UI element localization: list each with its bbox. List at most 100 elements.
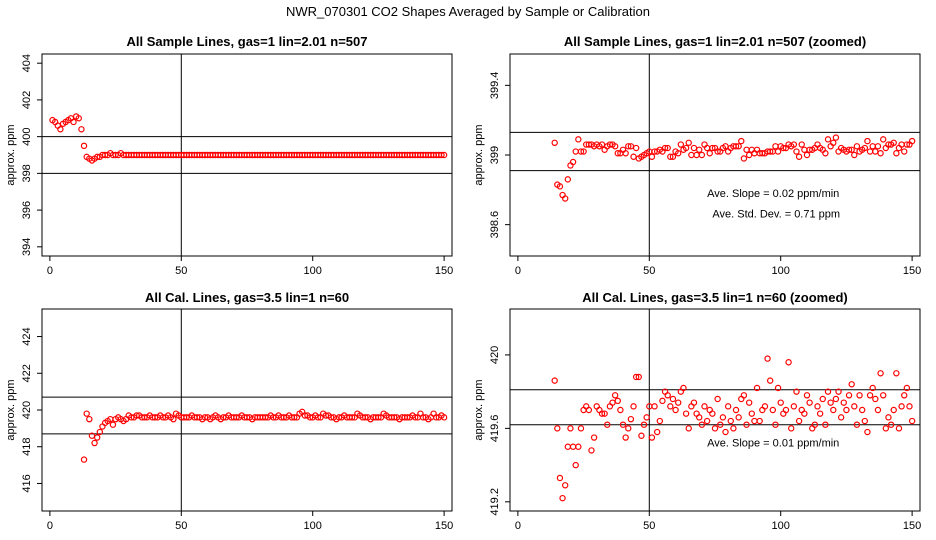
panel-title: All Sample Lines, gas=1 lin=2.01 n=507: [127, 34, 368, 49]
data-point: [201, 414, 209, 421]
data-point: [243, 414, 251, 421]
data-point: [882, 425, 890, 432]
data-point: [822, 150, 829, 157]
data-point: [80, 456, 88, 463]
data-point: [727, 417, 734, 425]
data-point: [880, 136, 887, 143]
data-point: [598, 410, 606, 417]
data-point: [795, 153, 803, 160]
data-point: [70, 118, 77, 126]
data-point: [877, 150, 884, 157]
data-point: [638, 432, 645, 439]
data-point: [827, 399, 834, 406]
data-point: [669, 395, 677, 403]
data-point: [656, 417, 664, 425]
data-point: [798, 141, 805, 148]
data-point: [756, 417, 763, 425]
y-axis-label: approx. ppm: [473, 379, 485, 440]
data-point: [853, 421, 861, 428]
data-point: [622, 150, 629, 157]
data-point: [635, 373, 642, 381]
y-axis-label: approx. ppm: [5, 379, 17, 440]
data-point: [128, 414, 135, 421]
stat-annotation: Ave. Slope = 0.01 ppm/min: [707, 438, 839, 450]
data-point: [890, 406, 897, 414]
data-point: [690, 144, 698, 152]
y-tick-label: 419.2: [489, 488, 501, 516]
x-tick-label: 0: [47, 265, 53, 277]
y-tick-label: 420: [489, 346, 501, 364]
data-point: [714, 395, 721, 403]
data-point: [824, 136, 832, 143]
data-point: [740, 155, 748, 162]
data-point: [801, 146, 808, 153]
data-point: [748, 410, 755, 417]
data-point: [845, 146, 853, 153]
y-tick-label: 424: [21, 327, 33, 345]
data-point: [761, 403, 769, 410]
data-point: [601, 410, 608, 417]
data-point: [551, 139, 558, 147]
data-point: [738, 137, 745, 145]
data-point: [682, 410, 690, 417]
data-point: [856, 392, 863, 399]
data-point: [651, 403, 658, 410]
panel-sample-lines: All Sample Lines, gas=1 lin=2.01 n=507 0 5…: [5, 34, 453, 277]
data-point: [569, 443, 577, 450]
data-point: [887, 421, 895, 428]
stat-annotation: Ave. Std. Dev. = 0.71 ppm: [712, 209, 840, 221]
data-point: [732, 406, 740, 414]
panel-cal-lines: All Cal. Lines, gas=3.5 lin=1 n=60 0 50 100…: [5, 290, 453, 532]
data-point: [643, 414, 650, 421]
data-point: [777, 399, 784, 406]
data-point: [57, 126, 64, 133]
data-point: [648, 434, 656, 441]
y-tick-label: 418: [21, 438, 33, 456]
data-point: [220, 414, 227, 421]
data-point: [569, 158, 577, 166]
data-point: [86, 415, 93, 423]
x-tick-label: 50: [643, 265, 655, 277]
data-point: [714, 148, 721, 155]
data-point: [822, 421, 829, 428]
data-point: [112, 151, 119, 159]
data-point: [625, 143, 632, 150]
data-point: [696, 146, 703, 153]
x-tick-label: 0: [515, 520, 521, 532]
data-point: [109, 421, 117, 428]
data-point: [78, 126, 85, 133]
plot-frame: [41, 53, 453, 257]
plot-frame: [509, 308, 921, 512]
data-point: [685, 139, 692, 147]
data-point: [709, 144, 716, 152]
data-point: [96, 428, 104, 436]
data-point: [877, 370, 884, 377]
data-point: [772, 421, 779, 428]
data-point: [577, 425, 585, 432]
data-point: [617, 406, 624, 414]
data-point: [782, 406, 790, 414]
data-point: [559, 494, 566, 502]
data-point: [895, 425, 903, 432]
data-point: [840, 399, 847, 406]
data-point: [706, 150, 713, 157]
data-point: [667, 153, 674, 160]
data-point: [869, 143, 876, 150]
data-point: [590, 434, 598, 441]
data-point: [677, 141, 685, 148]
data-point: [709, 410, 716, 417]
data-point: [556, 474, 564, 482]
data-point: [141, 414, 148, 421]
plot-frame: [509, 53, 921, 257]
data-point: [572, 461, 579, 469]
data-point: [551, 377, 558, 384]
data-point: [580, 148, 587, 155]
y-tick-label: 422: [21, 364, 33, 382]
data-point: [630, 403, 637, 410]
data-point: [630, 153, 637, 160]
data-point: [832, 395, 840, 403]
data-point: [567, 425, 574, 432]
data-point: [672, 406, 679, 414]
data-point: [766, 377, 774, 384]
data-point: [348, 414, 356, 421]
